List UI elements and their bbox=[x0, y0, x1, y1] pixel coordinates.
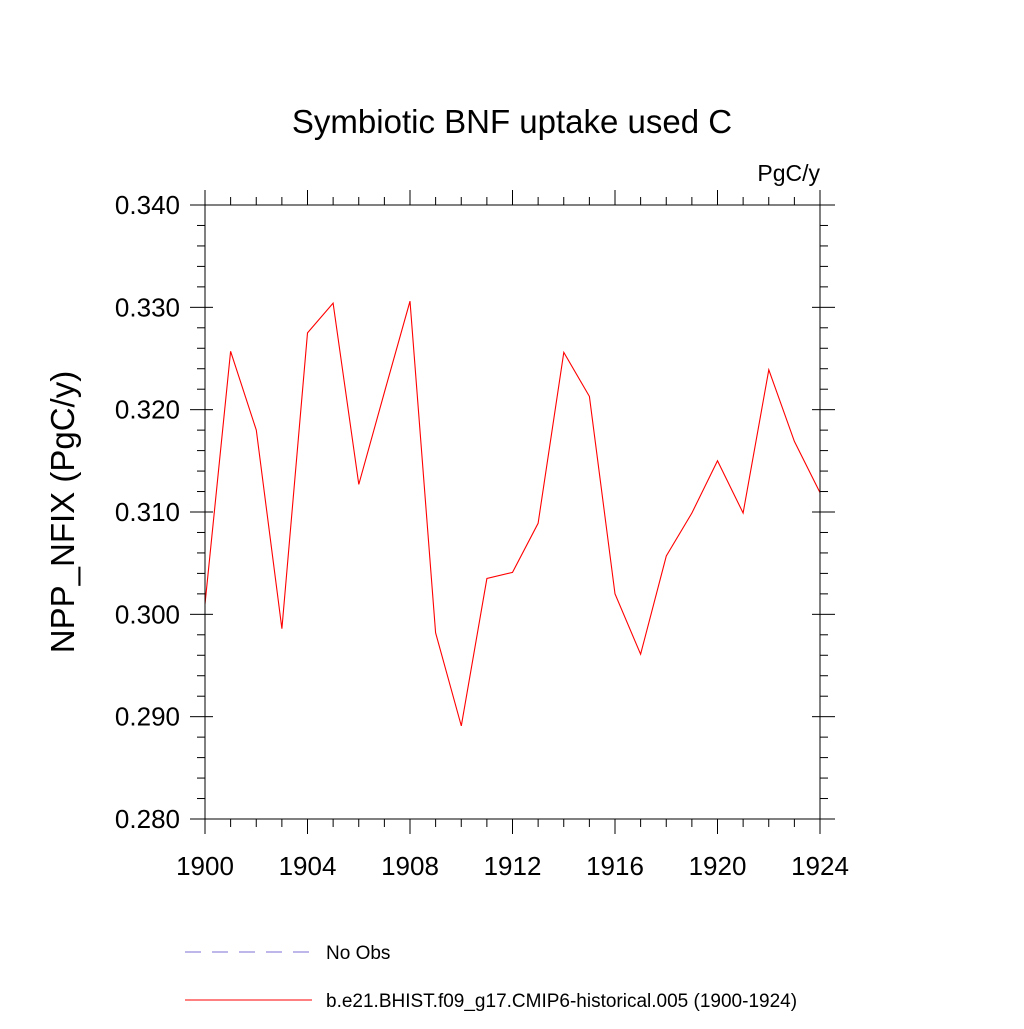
x-tick-label: 1924 bbox=[791, 851, 849, 881]
y-tick-label: 0.280 bbox=[115, 804, 180, 834]
legend-label-0: No Obs bbox=[326, 943, 390, 964]
x-tick-label: 1900 bbox=[176, 851, 234, 881]
y-tick-label: 0.340 bbox=[115, 190, 180, 220]
units-label: PgC/y bbox=[757, 160, 820, 186]
chart-title: Symbiotic BNF uptake used C bbox=[292, 103, 732, 140]
plot-frame bbox=[204, 204, 821, 820]
x-tick-label: 1904 bbox=[279, 851, 337, 881]
series-line-0 bbox=[204, 301, 821, 727]
y-tick-label: 0.310 bbox=[115, 497, 180, 527]
legend: No Obs b.e21.BHIST.f09_g17.CMIP6-historic… bbox=[185, 943, 797, 1012]
y-tick-label: 0.330 bbox=[115, 292, 180, 322]
x-tick-label: 1908 bbox=[381, 851, 439, 881]
legend-label-1: b.e21.BHIST.f09_g17.CMIP6-historical.005… bbox=[326, 991, 797, 1012]
plot-area bbox=[204, 301, 821, 727]
x-tick-label: 1916 bbox=[586, 851, 644, 881]
y-tick-label: 0.290 bbox=[115, 702, 180, 732]
x-tick-label: 1912 bbox=[484, 851, 542, 881]
x-tick-label: 1920 bbox=[689, 851, 747, 881]
y-tick-label: 0.320 bbox=[115, 395, 180, 425]
axes: 1900 1904 1908 1912 1916 1920 1924 0.280 0.290 0.… bbox=[115, 190, 849, 881]
y-tick-label: 0.300 bbox=[115, 599, 180, 629]
y-axis-label: NPP_NFIX (PgC/y) bbox=[44, 371, 81, 653]
